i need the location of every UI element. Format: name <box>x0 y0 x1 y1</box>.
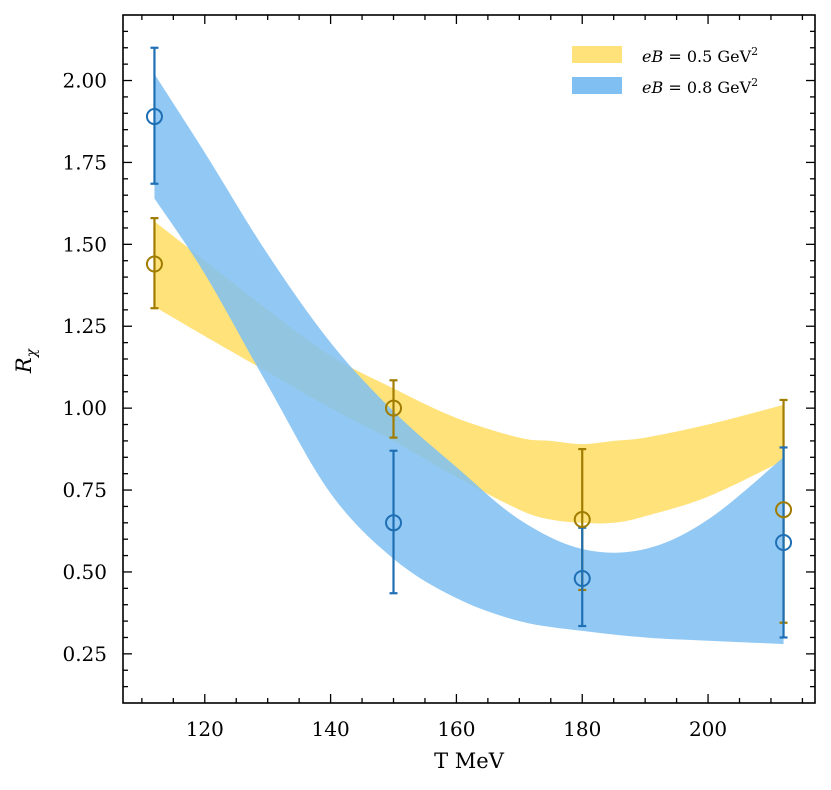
y-tick-label: 2.00 <box>62 69 107 93</box>
data-point-1-2 <box>573 570 591 588</box>
y-tick-label: 0.50 <box>62 560 107 584</box>
y-tick-label: 0.75 <box>62 478 107 502</box>
data-point-0-0 <box>145 255 163 273</box>
legend: eB = 0.5 GeV2 eB = 0.8 GeV2 <box>572 45 758 97</box>
y-axis-label-subscript: χ <box>24 347 40 358</box>
errorbar-1-3 <box>779 446 788 639</box>
y-axis-label-symbol: R <box>12 357 36 374</box>
data-point-0-3 <box>775 501 793 519</box>
errorbars-layer <box>150 46 788 639</box>
legend-label-0: eB = 0.5 GeV2 <box>642 45 758 66</box>
legend-swatch-1 <box>572 77 622 94</box>
x-tick-label: 140 <box>312 717 350 741</box>
legend-swatch-0 <box>572 46 622 63</box>
errorbar-0-1 <box>389 379 398 439</box>
y-tick-label: 1.25 <box>62 314 107 338</box>
data-point-1-3 <box>775 533 793 551</box>
errorbar-0-0 <box>150 217 159 310</box>
y-tick-label: 1.50 <box>62 232 107 256</box>
markers-layer <box>145 108 793 588</box>
x-tick-label: 180 <box>563 717 601 741</box>
errorbar-1-0 <box>150 46 159 185</box>
ticks-layer <box>123 15 815 703</box>
y-tick-label: 0.25 <box>62 642 107 666</box>
band-1 <box>154 73 784 645</box>
tick-labels-layer: 120 140 160 180 200 0.25 0.50 0.75 1.00 1.25 1.50 1… <box>62 69 727 741</box>
y-tick-label: 1.00 <box>62 396 107 420</box>
legend-label-1: eB = 0.8 GeV2 <box>642 76 758 97</box>
plot-frame <box>122 14 816 704</box>
errorbar-1-1 <box>389 449 398 595</box>
data-point-0-2 <box>573 511 591 529</box>
data-point-1-0 <box>145 108 163 126</box>
y-axis-label: Rχ <box>12 347 40 374</box>
data-point-1-1 <box>385 514 403 532</box>
x-axis-label: T MeV <box>434 749 505 773</box>
x-tick-label: 120 <box>186 717 224 741</box>
bands-layer <box>154 73 784 645</box>
y-tick-label: 1.75 <box>62 150 107 174</box>
data-point-0-1 <box>385 399 403 417</box>
band-0 <box>154 221 784 524</box>
x-tick-label: 200 <box>689 717 727 741</box>
x-tick-label: 160 <box>437 717 475 741</box>
